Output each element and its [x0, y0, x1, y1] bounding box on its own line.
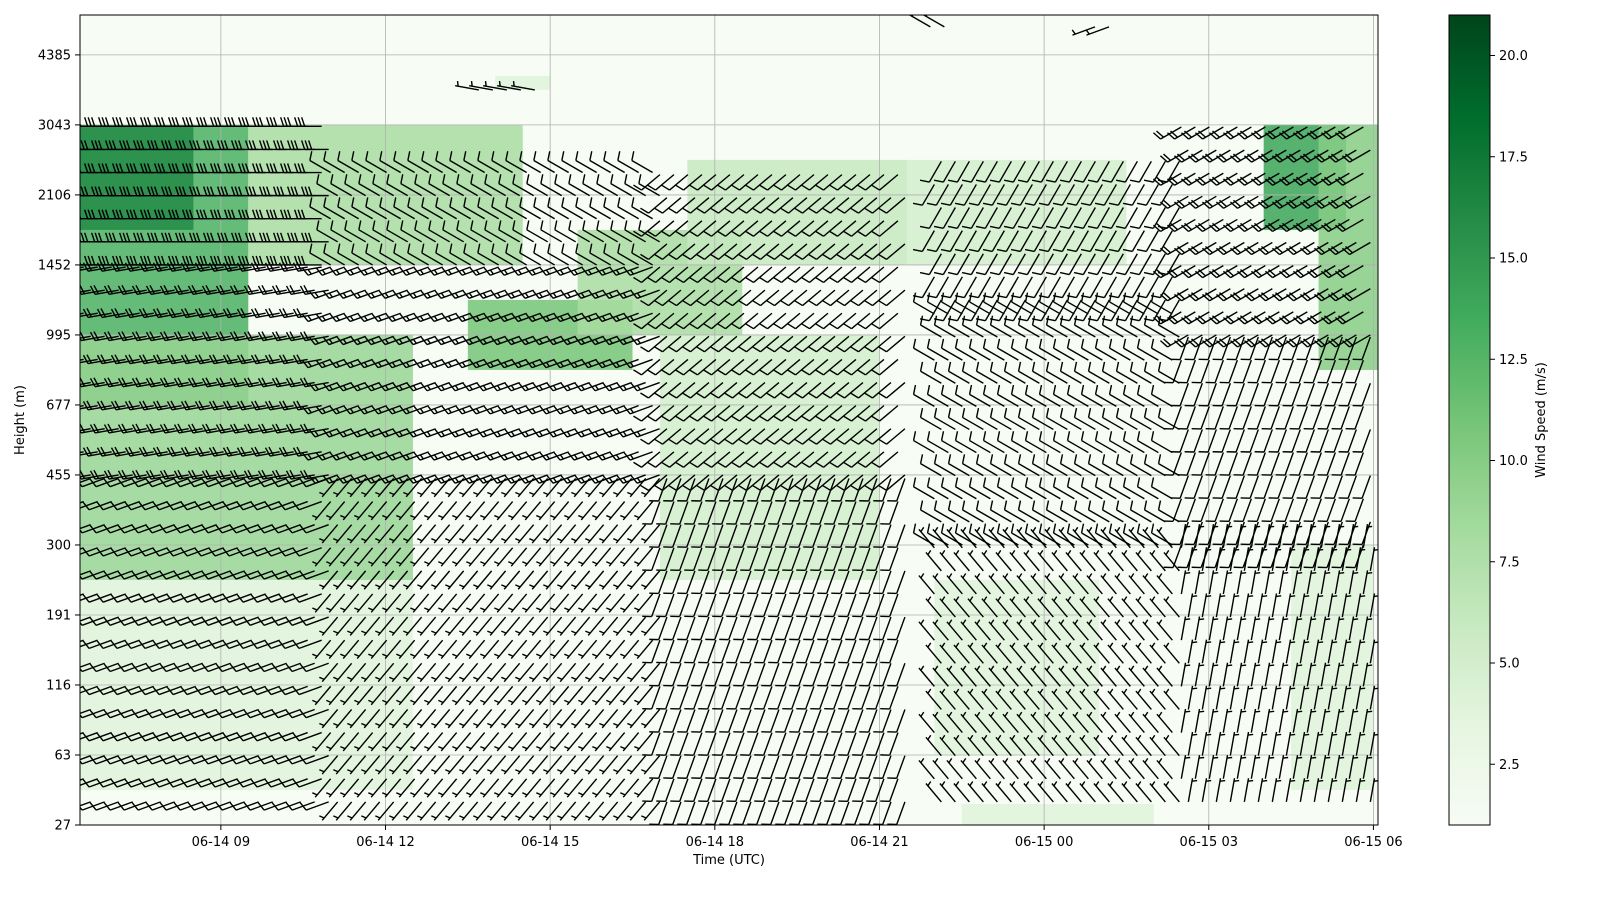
colorbar-tick-label: 20.0	[1499, 49, 1528, 64]
x-tick-label: 06-14 09	[192, 835, 250, 850]
x-tick-label: 06-15 03	[1180, 835, 1238, 850]
y-tick-label: 191	[46, 608, 71, 623]
wind-barb	[292, 685, 322, 696]
wind-barb	[80, 616, 91, 622]
wind-barbs	[80, 15, 1378, 825]
wind-barb	[299, 755, 329, 765]
x-tick-label: 06-14 18	[686, 835, 744, 850]
x-tick-label: 06-15 06	[1344, 835, 1402, 850]
colorbar-tick-label: 15.0	[1499, 252, 1528, 267]
colorbar-ticks: 2.5 5.0 7.5 10.0 12.5 15.0 17.5 20.0	[1490, 49, 1528, 773]
wind-barb	[80, 451, 84, 454]
x-axis-label: Time (UTC)	[692, 853, 765, 868]
wind-barb	[80, 358, 84, 361]
plot-area	[79, 14, 1379, 826]
colorbar-tick-label: 5.0	[1499, 657, 1520, 672]
y-tick-label: 1452	[38, 258, 71, 273]
wind-barb	[292, 778, 322, 788]
x-tick-label: 06-14 21	[850, 835, 908, 850]
wind-barb	[80, 801, 91, 807]
wind-barb	[80, 662, 91, 668]
y-axis: 27 63 116 191 300 455 677 995 1452 2106 3043 4385	[38, 48, 80, 834]
y-tick-label: 677	[46, 398, 71, 413]
wind-barb	[299, 801, 329, 811]
y-tick-label: 455	[46, 468, 71, 483]
y-tick-label: 116	[46, 678, 71, 693]
speed-cell	[961, 803, 1154, 825]
wind-barb	[80, 778, 84, 781]
wind-barb	[80, 312, 84, 315]
y-tick-label: 300	[46, 538, 71, 553]
colorbar-tick-label: 17.5	[1499, 150, 1528, 165]
y-tick-label: 2106	[38, 188, 71, 203]
wind-barb	[80, 593, 84, 597]
y-tick-label: 63	[54, 748, 71, 763]
wind-barb	[292, 731, 322, 742]
y-tick-label: 4385	[38, 48, 71, 63]
colorbar-tick-label: 7.5	[1499, 555, 1520, 570]
wind-barb	[299, 662, 329, 673]
x-tick-label: 06-14 12	[356, 835, 414, 850]
colorbar-tick-label: 12.5	[1499, 353, 1528, 368]
wind-barb	[80, 755, 91, 761]
colorbar-tick-label: 10.0	[1499, 454, 1528, 469]
wind-barb	[299, 708, 329, 719]
wind-barb	[80, 708, 91, 715]
y-tick-label: 995	[46, 328, 71, 343]
wind-barb	[80, 639, 84, 643]
y-axis-label: Height (m)	[13, 385, 28, 455]
wind-barb	[292, 639, 322, 650]
colorbar: 2.5 5.0 7.5 10.0 12.5 15.0 17.5 20.0 Wind Speed…	[1448, 14, 1549, 826]
colorbar-gradient	[1448, 14, 1491, 826]
speed-cell	[659, 334, 880, 580]
speed-cell	[1291, 544, 1374, 790]
wind-barb	[80, 500, 84, 504]
wind-barb	[80, 731, 84, 735]
x-tick-label: 06-14 15	[521, 835, 579, 850]
y-tick-label: 27	[54, 819, 71, 834]
x-tick-label: 06-15 00	[1015, 835, 1073, 850]
colorbar-tick-label: 2.5	[1499, 758, 1520, 773]
speed-cell	[495, 75, 551, 90]
y-tick-label: 3043	[38, 118, 71, 133]
colorbar-label: Wind Speed (m/s)	[1534, 362, 1549, 478]
x-axis: 06-14 09 06-14 12 06-14 15 06-14 18 06-14 21…	[192, 825, 1403, 850]
